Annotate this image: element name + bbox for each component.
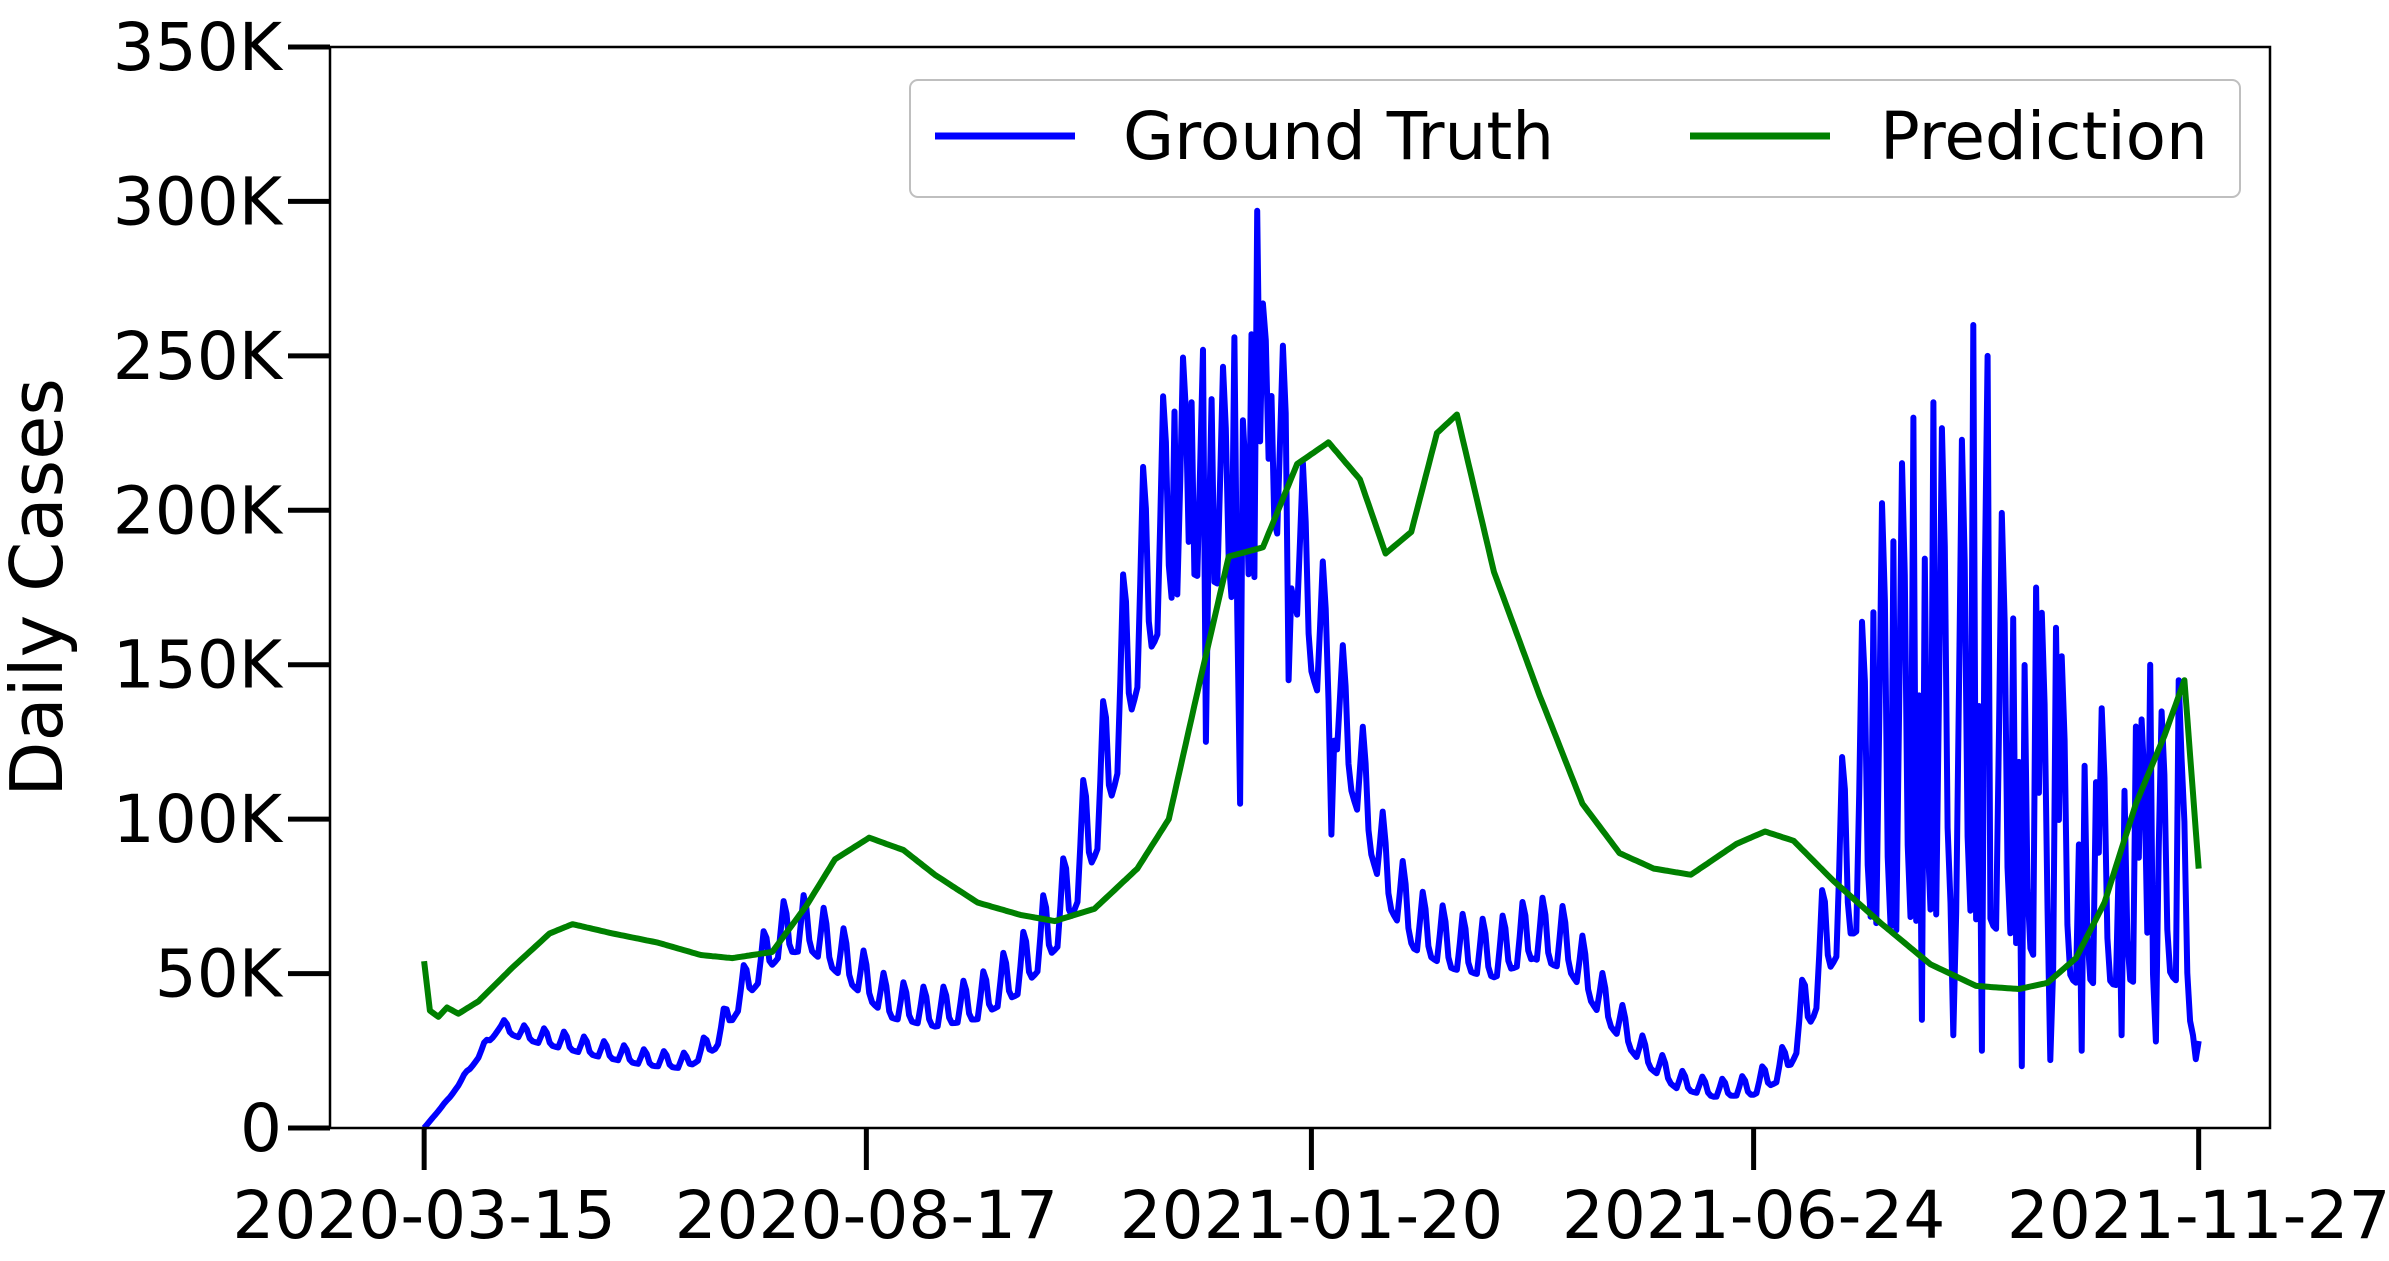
legend-label-ground-truth: Ground Truth: [1123, 98, 1554, 175]
legend-box: [909, 79, 2241, 198]
y-tick-label: 150K: [113, 627, 284, 704]
plot-series: [421, 207, 2202, 1130]
y-tick-label: 50K: [155, 936, 284, 1013]
x-tick-label: 2020-03-15: [232, 1177, 616, 1254]
y-tick-label: 200K: [113, 472, 284, 549]
legend: Ground Truth Prediction: [909, 79, 2241, 198]
y-axis-title: Daily Cases: [0, 378, 79, 797]
x-tick-label: 2020-08-17: [675, 1177, 1059, 1254]
y-tick-label: 0: [240, 1090, 282, 1167]
plot-frame: [328, 45, 2272, 1130]
legend-label-prediction: Prediction: [1880, 98, 2208, 175]
y-tick-label: 250K: [113, 318, 284, 395]
x-axis: 2020-03-15 2020-08-17 2021-01-20 2021-06-24…: [232, 1128, 2389, 1254]
x-tick-label: 2021-06-24: [1562, 1177, 1946, 1254]
x-tick-label: 2021-11-27: [2007, 1177, 2389, 1254]
y-tick-label: 300K: [113, 163, 284, 240]
y-tick-label: 350K: [113, 9, 284, 86]
series-line-prediction: [421, 411, 2202, 1020]
series-line-ground-truth: [421, 207, 2202, 1130]
y-tick-label: 100K: [113, 781, 284, 858]
x-tick-label: 2021-01-20: [1120, 1177, 1504, 1254]
y-axis: 0 50K 100K 150K 200K 250K 300K 350K: [113, 9, 330, 1167]
